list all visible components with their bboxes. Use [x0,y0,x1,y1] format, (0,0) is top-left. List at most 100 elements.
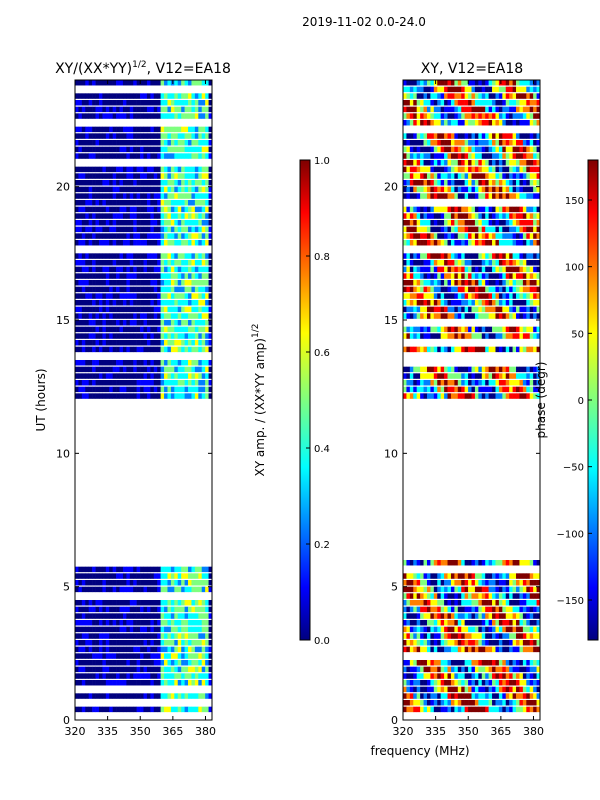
heatmap-cell [105,140,110,146]
heatmap-cell [464,646,469,653]
heatmap-cell [450,593,455,599]
heatmap-cell [519,220,524,226]
heatmap-cell [98,386,103,393]
heatmap-cell [416,333,421,339]
heatmap-cell [143,326,148,333]
heatmap-cell [177,266,182,273]
heatmap-cell [174,280,179,286]
heatmap-cell [116,233,120,239]
heatmap-cell [191,173,196,179]
heatmap-cell [208,573,213,579]
heatmap-cell [78,666,83,673]
heatmap-cell [522,613,527,619]
heatmap-cell [85,660,89,666]
heatmap-cell [423,180,428,186]
heatmap-cell [85,566,89,573]
heatmap-cell [502,706,507,713]
heatmap-cell [444,693,448,699]
heatmap-cell [406,153,411,159]
heatmap-cell [167,200,172,206]
heatmap-cell [167,313,172,319]
heatmap-cell [495,580,500,586]
heatmap-cell [184,200,189,206]
heatmap-cell [495,366,500,373]
heatmap-cell [85,580,89,586]
heatmap-cell [430,113,435,119]
heatmap-cell [174,600,179,606]
heatmap-cell [167,226,172,233]
heatmap-cell [174,213,179,219]
heatmap-cell [102,220,107,226]
heatmap-cell [205,226,209,233]
heatmap-cell [136,586,141,593]
heatmap-cell [201,140,206,146]
heatmap-cell [505,680,510,686]
heatmap-cell [437,133,441,139]
heatmap-cell [406,206,411,213]
heatmap-cell [454,313,459,319]
heatmap-cell [205,673,209,679]
heatmap-cell [516,280,520,286]
heatmap-cell [426,366,431,373]
heatmap-cell [181,220,185,226]
heatmap-cell [146,133,151,139]
heatmap-cell [485,700,489,706]
heatmap-cell [133,633,137,639]
heatmap-cell [403,226,407,233]
heatmap-cell [413,106,417,113]
heatmap-cell [457,300,462,306]
heatmap-cell [433,373,438,379]
heatmap-cell [153,660,158,666]
heatmap-cell [522,640,527,646]
heatmap-cell [498,86,503,93]
heatmap-cell [75,273,79,279]
heatmap-cell [464,186,469,193]
heatmap-cell [184,313,189,319]
heatmap-cell [174,640,179,646]
heatmap-cell [150,600,155,606]
heatmap-cell [413,380,417,386]
heatmap-cell [136,126,141,133]
heatmap-cell [119,100,124,106]
heatmap-cell [461,346,465,353]
heatmap-cell [488,286,493,293]
heatmap-cell [498,393,503,399]
heatmap-cell [474,660,479,666]
heatmap-cell [474,273,479,279]
heatmap-cell [191,306,196,313]
heatmap-cell [126,253,131,259]
heatmap-cell [519,693,524,699]
heatmap-cell [116,580,120,586]
heatmap-cell [413,660,417,666]
heatmap-cell [464,626,469,633]
heatmap-cell [492,146,496,153]
heatmap-cell [88,680,93,686]
heatmap-cell [75,680,79,686]
heatmap-cell [533,300,537,306]
heatmap-cell [403,266,407,273]
heatmap-cell [478,133,483,139]
heatmap-cell [122,320,127,326]
heatmap-cell [184,93,189,99]
heatmap-cell [474,613,479,619]
heatmap-cell [471,613,476,619]
heatmap-cell [509,686,513,693]
heatmap-cell [403,146,407,153]
heatmap-cell [454,220,459,226]
heatmap-cell [92,326,96,333]
heatmap-cell [403,113,407,119]
heatmap-cell [191,600,196,606]
heatmap-cell [461,366,465,373]
heatmap-cell [157,286,161,293]
heatmap-cell [492,253,496,259]
heatmap-cell [78,646,83,653]
heatmap-cell [433,586,438,593]
heatmap-cell [146,113,151,119]
heatmap-cell [492,380,496,386]
heatmap-cell [177,280,182,286]
heatmap-cell [194,653,199,659]
heatmap-cell [164,586,168,593]
heatmap-cell [502,613,507,619]
heatmap-cell [95,600,100,606]
heatmap-cell [92,680,96,686]
